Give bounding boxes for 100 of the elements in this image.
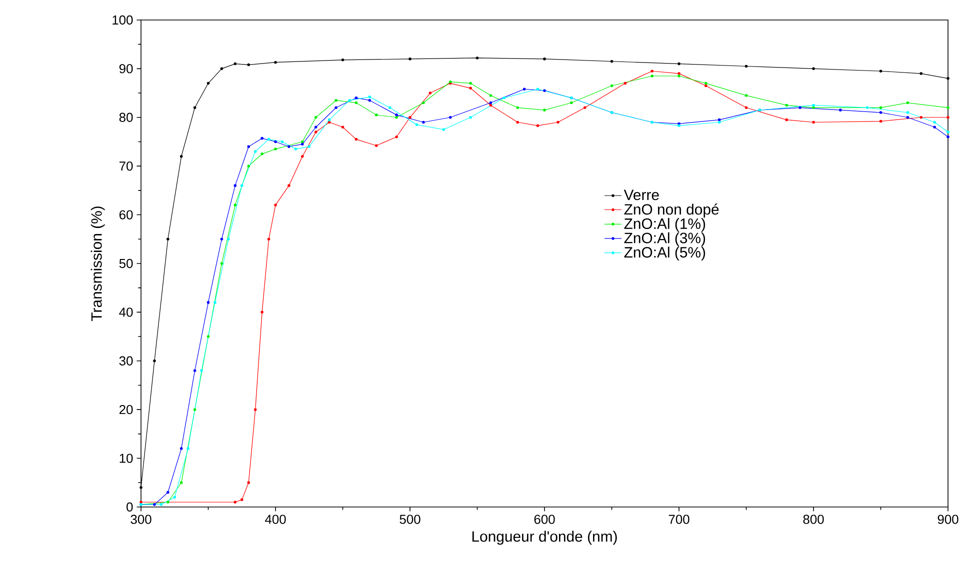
point [522, 88, 526, 91]
point [812, 104, 815, 107]
point [314, 116, 318, 119]
point [348, 98, 351, 102]
point [308, 145, 311, 148]
x-tick-label: 300 [130, 514, 152, 524]
point [946, 106, 950, 110]
point [718, 118, 721, 122]
point [240, 498, 244, 502]
point [744, 106, 748, 110]
point [812, 67, 815, 70]
point [678, 74, 680, 78]
point [704, 84, 708, 88]
point [166, 500, 170, 504]
point [354, 101, 358, 104]
point [227, 238, 230, 241]
point [610, 60, 614, 63]
point [906, 111, 910, 114]
point [946, 130, 950, 134]
point [193, 369, 196, 372]
y-tick-label: 80 [119, 112, 133, 122]
legend-label: ZnO:Al (5%) [624, 246, 706, 261]
x-tick-label: 900 [938, 514, 958, 524]
legend-label: Verre [624, 190, 659, 200]
point [328, 118, 331, 122]
point [785, 104, 788, 107]
point [650, 74, 654, 78]
point [469, 86, 472, 90]
y-tick-label: 30 [119, 356, 133, 366]
point [879, 70, 882, 73]
point [785, 118, 788, 122]
point [678, 62, 680, 66]
point [260, 152, 264, 156]
point [704, 82, 708, 85]
point [294, 148, 298, 150]
point [354, 96, 358, 100]
point [946, 77, 950, 80]
point [906, 116, 910, 119]
point [341, 126, 344, 129]
point [193, 106, 196, 110]
point [180, 481, 183, 484]
point [220, 238, 224, 241]
x-tick-label: 500 [400, 514, 420, 524]
point [489, 94, 492, 97]
x-tick-label: 800 [803, 514, 824, 524]
point [166, 238, 170, 241]
point [543, 89, 546, 92]
point [274, 204, 277, 206]
legend-label: ZnO:Al (3%) [624, 232, 706, 246]
point [267, 138, 270, 141]
point [374, 114, 378, 116]
point [744, 94, 748, 97]
point [422, 120, 425, 124]
point [247, 63, 250, 66]
legend-label: ZnO:Al (1%) [624, 218, 706, 232]
y-tick-label: 90 [119, 64, 133, 74]
point [193, 408, 196, 411]
point [442, 128, 446, 131]
point [368, 96, 372, 98]
point [812, 120, 815, 124]
y-tick-label: 50 [119, 258, 133, 268]
point [314, 130, 318, 134]
point [200, 369, 203, 372]
point [570, 101, 573, 104]
point [334, 98, 338, 102]
point [946, 135, 950, 138]
point [650, 70, 654, 73]
y-tick-label: 20 [119, 404, 133, 414]
point [610, 84, 614, 88]
point [334, 106, 338, 110]
point [153, 359, 156, 362]
point [234, 184, 237, 187]
point [489, 101, 492, 104]
x-tick-label: 400 [265, 514, 286, 524]
point [220, 262, 224, 265]
point [543, 58, 546, 60]
point [234, 62, 237, 66]
point [341, 58, 344, 62]
y-axis-title: Transmission (%) [90, 206, 105, 321]
point [328, 120, 331, 124]
point [247, 481, 250, 484]
point [274, 148, 277, 150]
point [798, 106, 802, 110]
point [879, 106, 882, 110]
point [624, 82, 627, 85]
point [502, 96, 506, 100]
point [678, 72, 680, 75]
point [280, 140, 284, 144]
y-tick-label: 40 [119, 308, 133, 317]
point [153, 503, 156, 506]
point [543, 108, 546, 112]
y-tick-label: 100 [112, 15, 133, 25]
point [556, 120, 560, 124]
point [274, 140, 277, 144]
point [536, 88, 540, 91]
point [408, 116, 412, 119]
point [247, 164, 250, 168]
point [301, 142, 304, 146]
x-axis-title: Longueur d'onde (nm) [472, 530, 617, 545]
y-tick-label: 0 [126, 502, 133, 512]
